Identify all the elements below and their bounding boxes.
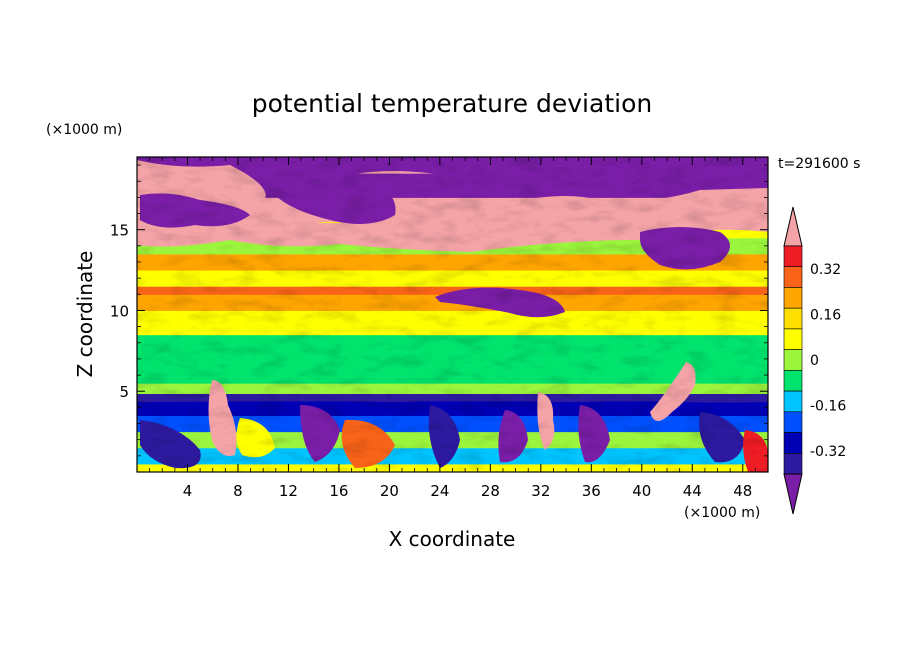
heatmap-features — [137, 157, 768, 472]
colorbar-bin — [783, 328, 803, 350]
x-axis-label: X coordinate — [389, 527, 516, 551]
colorbar-bin — [783, 349, 803, 371]
colorbar-bin — [783, 266, 803, 288]
noise-overlay — [137, 157, 768, 472]
x-tick-label: 36 — [582, 482, 601, 500]
colorbar-bin — [783, 390, 803, 413]
colorbar-bin — [783, 245, 803, 268]
y-axis: 5 10 15 — [110, 164, 768, 457]
colorbar-bin — [783, 307, 803, 330]
colorbar-bin — [783, 370, 803, 392]
x-tick-label: 32 — [531, 482, 550, 500]
colorbar-bin — [783, 452, 803, 475]
colorbar-tick-label: -0.16 — [810, 399, 846, 415]
x-tick-label: 48 — [733, 482, 752, 500]
y-tick-label: 15 — [110, 222, 129, 240]
x-tick-label: 44 — [683, 482, 702, 500]
x-tick-label: 20 — [380, 482, 399, 500]
x-tick-label: 8 — [233, 482, 243, 500]
colorbar-extend-bottom — [783, 473, 803, 515]
colorbar-tick-label: -0.32 — [810, 444, 846, 460]
colorbar-bin — [783, 411, 803, 433]
x-tick-label: 16 — [329, 482, 348, 500]
y-tick-label: 10 — [110, 302, 129, 320]
x-axis: 4 8 12 16 20 24 28 32 36 40 44 48 — [149, 157, 756, 500]
colorbar-bin — [783, 432, 803, 454]
colorbar-tick-label: 0.16 — [810, 307, 841, 323]
time-label: t=291600 s — [778, 156, 860, 172]
x-tick-label: 28 — [481, 482, 500, 500]
x-tick-label: 12 — [279, 482, 298, 500]
y-axis-label: Z coordinate — [73, 251, 97, 378]
colorbar: 0.32 0.16 0 -0.16 -0.32 — [783, 206, 846, 515]
colorbar-extend-top — [783, 206, 803, 247]
plot-area — [137, 157, 768, 472]
chart-title: potential temperature deviation — [252, 89, 652, 118]
y-tick-label: 5 — [119, 383, 129, 401]
colorbar-tick-label: 0.32 — [810, 262, 841, 278]
x-unit-label: (×1000 m) — [684, 505, 760, 521]
y-unit-label: (×1000 m) — [46, 122, 122, 138]
x-tick-label: 40 — [632, 482, 651, 500]
colorbar-tick-label: 0 — [810, 353, 819, 369]
colorbar-bin — [783, 287, 803, 309]
x-tick-label: 4 — [183, 482, 193, 500]
x-tick-label: 24 — [430, 482, 449, 500]
